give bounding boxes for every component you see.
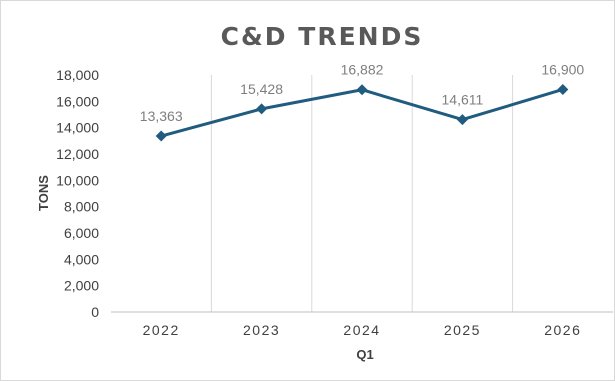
- data-label: 14,611: [442, 92, 484, 108]
- data-point-marker: [456, 114, 468, 126]
- series-layer: [155, 83, 569, 142]
- data-label: 16,882: [341, 62, 384, 78]
- data-point-marker: [356, 84, 368, 96]
- y-tick-label: 4,000: [64, 251, 99, 267]
- y-tick-label: 6,000: [64, 225, 99, 241]
- x-tick-label: 2022: [143, 322, 180, 338]
- x-tick-label: 2025: [444, 322, 481, 338]
- data-label: 16,900: [541, 61, 584, 77]
- y-tick-label: 14,000: [56, 120, 99, 136]
- gridlines: [111, 75, 613, 313]
- y-tick-label: 8,000: [64, 199, 99, 215]
- y-tick-label: 2,000: [64, 278, 99, 294]
- y-tick-label: 12,000: [56, 146, 99, 162]
- x-axis-label: Q1: [356, 347, 373, 362]
- data-point-marker: [557, 83, 569, 95]
- data-labels: 13,363 15,428 16,882 14,611 16,900: [140, 61, 585, 124]
- data-point-marker: [155, 130, 167, 142]
- y-tick-label: 18,000: [56, 67, 99, 83]
- data-label: 13,363: [140, 108, 183, 124]
- y-tick-label: 0: [91, 304, 99, 320]
- y-axis-ticks: 0 2,000 4,000 6,000 8,000 10,000 12,000 14,000 1…: [56, 67, 99, 320]
- data-point-marker: [256, 103, 268, 115]
- data-label: 15,428: [240, 81, 283, 97]
- series-line: [159, 87, 565, 138]
- x-tick-label: 2024: [343, 322, 380, 338]
- x-tick-label: 2026: [544, 322, 581, 338]
- y-axis-label: TONS: [36, 175, 51, 211]
- x-tick-label: 2023: [243, 322, 280, 338]
- y-tick-label: 10,000: [56, 172, 99, 188]
- x-axis-ticks: 2022 2023 2024 2025 2026: [143, 322, 581, 338]
- y-tick-label: 16,000: [56, 93, 99, 109]
- chart-title: C&D TRENDS: [221, 22, 424, 51]
